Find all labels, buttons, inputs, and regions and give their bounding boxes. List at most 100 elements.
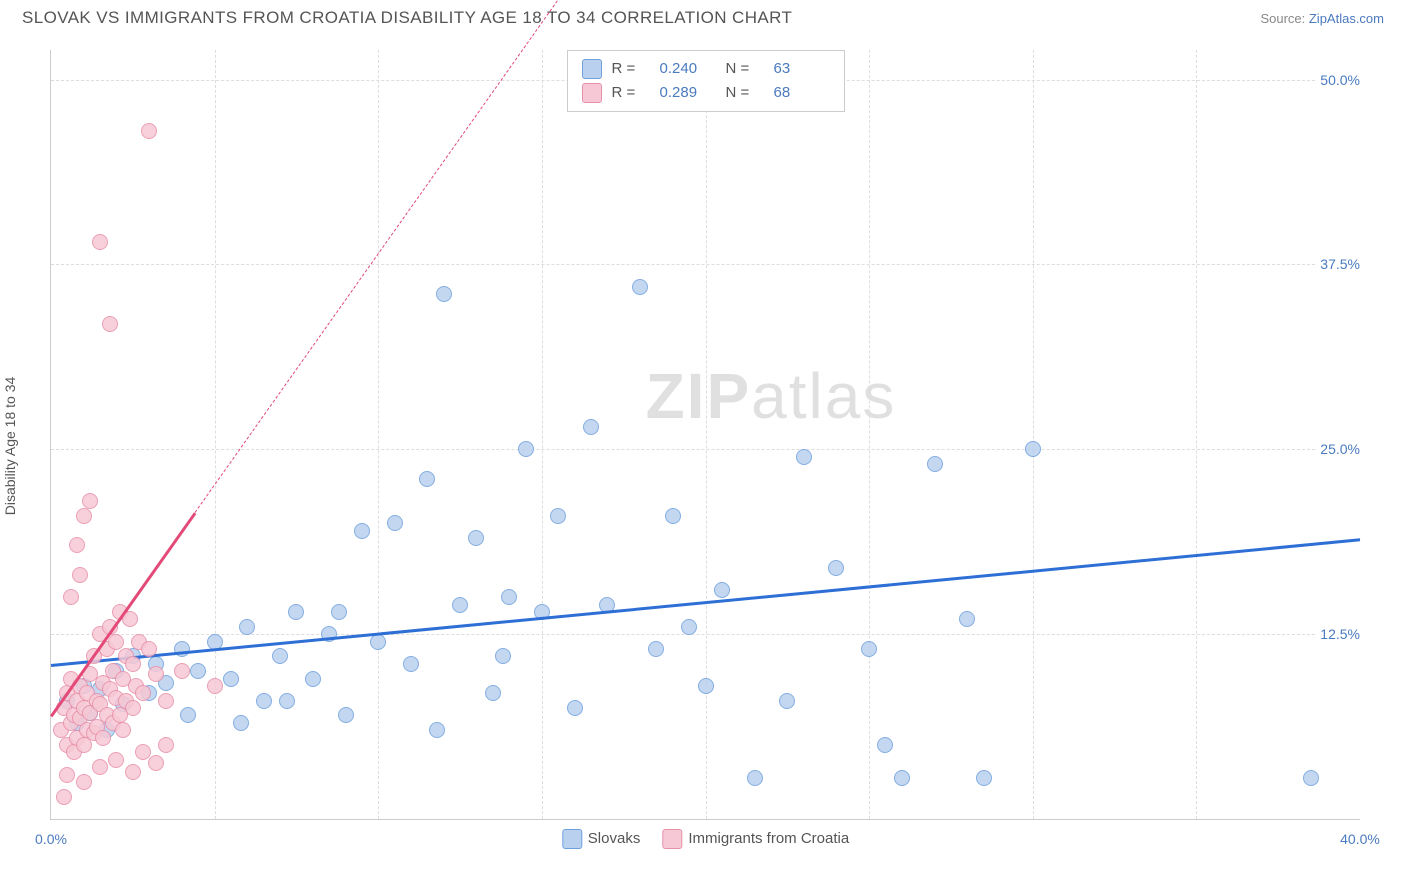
scatter-point	[158, 693, 174, 709]
scatter-point	[747, 770, 763, 786]
scatter-point	[141, 641, 157, 657]
scatter-point	[567, 700, 583, 716]
scatter-point	[125, 764, 141, 780]
scatter-point	[331, 604, 347, 620]
scatter-point	[468, 530, 484, 546]
scatter-point	[894, 770, 910, 786]
legend-n-label: N =	[726, 81, 764, 105]
scatter-point	[108, 752, 124, 768]
scatter-point	[148, 666, 164, 682]
trend-line	[195, 0, 575, 513]
source-attribution: Source: ZipAtlas.com	[1260, 11, 1384, 26]
scatter-point	[305, 671, 321, 687]
legend-swatch	[562, 829, 582, 849]
series-legend-label: Slovaks	[588, 830, 641, 847]
scatter-point	[72, 567, 88, 583]
correlation-legend-row: R =0.289N =68	[582, 81, 830, 105]
scatter-point	[861, 641, 877, 657]
scatter-point	[665, 508, 681, 524]
y-tick-label: 25.0%	[1316, 441, 1364, 457]
scatter-point	[1303, 770, 1319, 786]
watermark-zip: ZIP	[646, 360, 752, 432]
source-prefix: Source:	[1260, 11, 1308, 26]
legend-n-value: 68	[774, 81, 830, 105]
scatter-point	[501, 589, 517, 605]
scatter-point	[279, 693, 295, 709]
scatter-point	[877, 737, 893, 753]
source-link[interactable]: ZipAtlas.com	[1309, 11, 1384, 26]
scatter-point	[174, 641, 190, 657]
correlation-legend: R =0.240N =63R =0.289N =68	[567, 50, 845, 112]
scatter-point	[452, 597, 468, 613]
scatter-point	[779, 693, 795, 709]
gridline-vertical	[869, 50, 870, 819]
scatter-point	[927, 456, 943, 472]
correlation-legend-row: R =0.240N =63	[582, 57, 830, 81]
scatter-point	[419, 471, 435, 487]
scatter-point	[115, 722, 131, 738]
scatter-point	[125, 656, 141, 672]
scatter-point	[82, 493, 98, 509]
scatter-point	[102, 316, 118, 332]
scatter-point	[495, 648, 511, 664]
scatter-point	[158, 737, 174, 753]
scatter-point	[632, 279, 648, 295]
scatter-point	[648, 641, 664, 657]
legend-swatch	[662, 829, 682, 849]
scatter-point	[959, 611, 975, 627]
y-tick-label: 50.0%	[1316, 72, 1364, 88]
scatter-point	[76, 508, 92, 524]
gridline-vertical	[1196, 50, 1197, 819]
scatter-point	[714, 582, 730, 598]
scatter-point	[148, 755, 164, 771]
scatter-point	[485, 685, 501, 701]
gridline-vertical	[1033, 50, 1034, 819]
scatter-point	[1025, 441, 1041, 457]
y-tick-label: 37.5%	[1316, 256, 1364, 272]
legend-n-label: N =	[726, 57, 764, 81]
scatter-point	[141, 123, 157, 139]
scatter-point	[180, 707, 196, 723]
scatter-point	[69, 537, 85, 553]
y-tick-label: 12.5%	[1316, 626, 1364, 642]
gridline-vertical	[215, 50, 216, 819]
scatter-point	[370, 634, 386, 650]
scatter-point	[288, 604, 304, 620]
series-legend-item: Immigrants from Croatia	[662, 829, 849, 849]
scatter-point	[272, 648, 288, 664]
scatter-point	[190, 663, 206, 679]
scatter-point	[550, 508, 566, 524]
legend-swatch	[582, 59, 602, 79]
scatter-point	[354, 523, 370, 539]
scatter-point	[681, 619, 697, 635]
scatter-point	[403, 656, 419, 672]
scatter-point	[387, 515, 403, 531]
series-legend-item: Slovaks	[562, 829, 641, 849]
scatter-point	[698, 678, 714, 694]
legend-r-label: R =	[612, 81, 650, 105]
scatter-point	[518, 441, 534, 457]
scatter-point	[233, 715, 249, 731]
scatter-point	[976, 770, 992, 786]
scatter-point	[828, 560, 844, 576]
scatter-point	[135, 685, 151, 701]
series-legend: Slovaks Immigrants from Croatia	[562, 829, 849, 849]
x-tick-label: 0.0%	[35, 831, 67, 847]
scatter-point	[207, 678, 223, 694]
scatter-chart: ZIPatlas 12.5%25.0%37.5%50.0%0.0%40.0%R …	[50, 50, 1360, 820]
gridline-vertical	[706, 50, 707, 819]
gridline-vertical	[378, 50, 379, 819]
scatter-point	[76, 774, 92, 790]
gridline-vertical	[542, 50, 543, 819]
scatter-point	[63, 589, 79, 605]
scatter-point	[125, 700, 141, 716]
scatter-point	[436, 286, 452, 302]
chart-header: SLOVAK VS IMMIGRANTS FROM CROATIA DISABI…	[0, 0, 1406, 32]
scatter-point	[429, 722, 445, 738]
series-legend-label: Immigrants from Croatia	[688, 830, 849, 847]
scatter-point	[92, 234, 108, 250]
legend-n-value: 63	[774, 57, 830, 81]
scatter-point	[108, 634, 124, 650]
scatter-point	[338, 707, 354, 723]
legend-r-value: 0.240	[660, 57, 716, 81]
